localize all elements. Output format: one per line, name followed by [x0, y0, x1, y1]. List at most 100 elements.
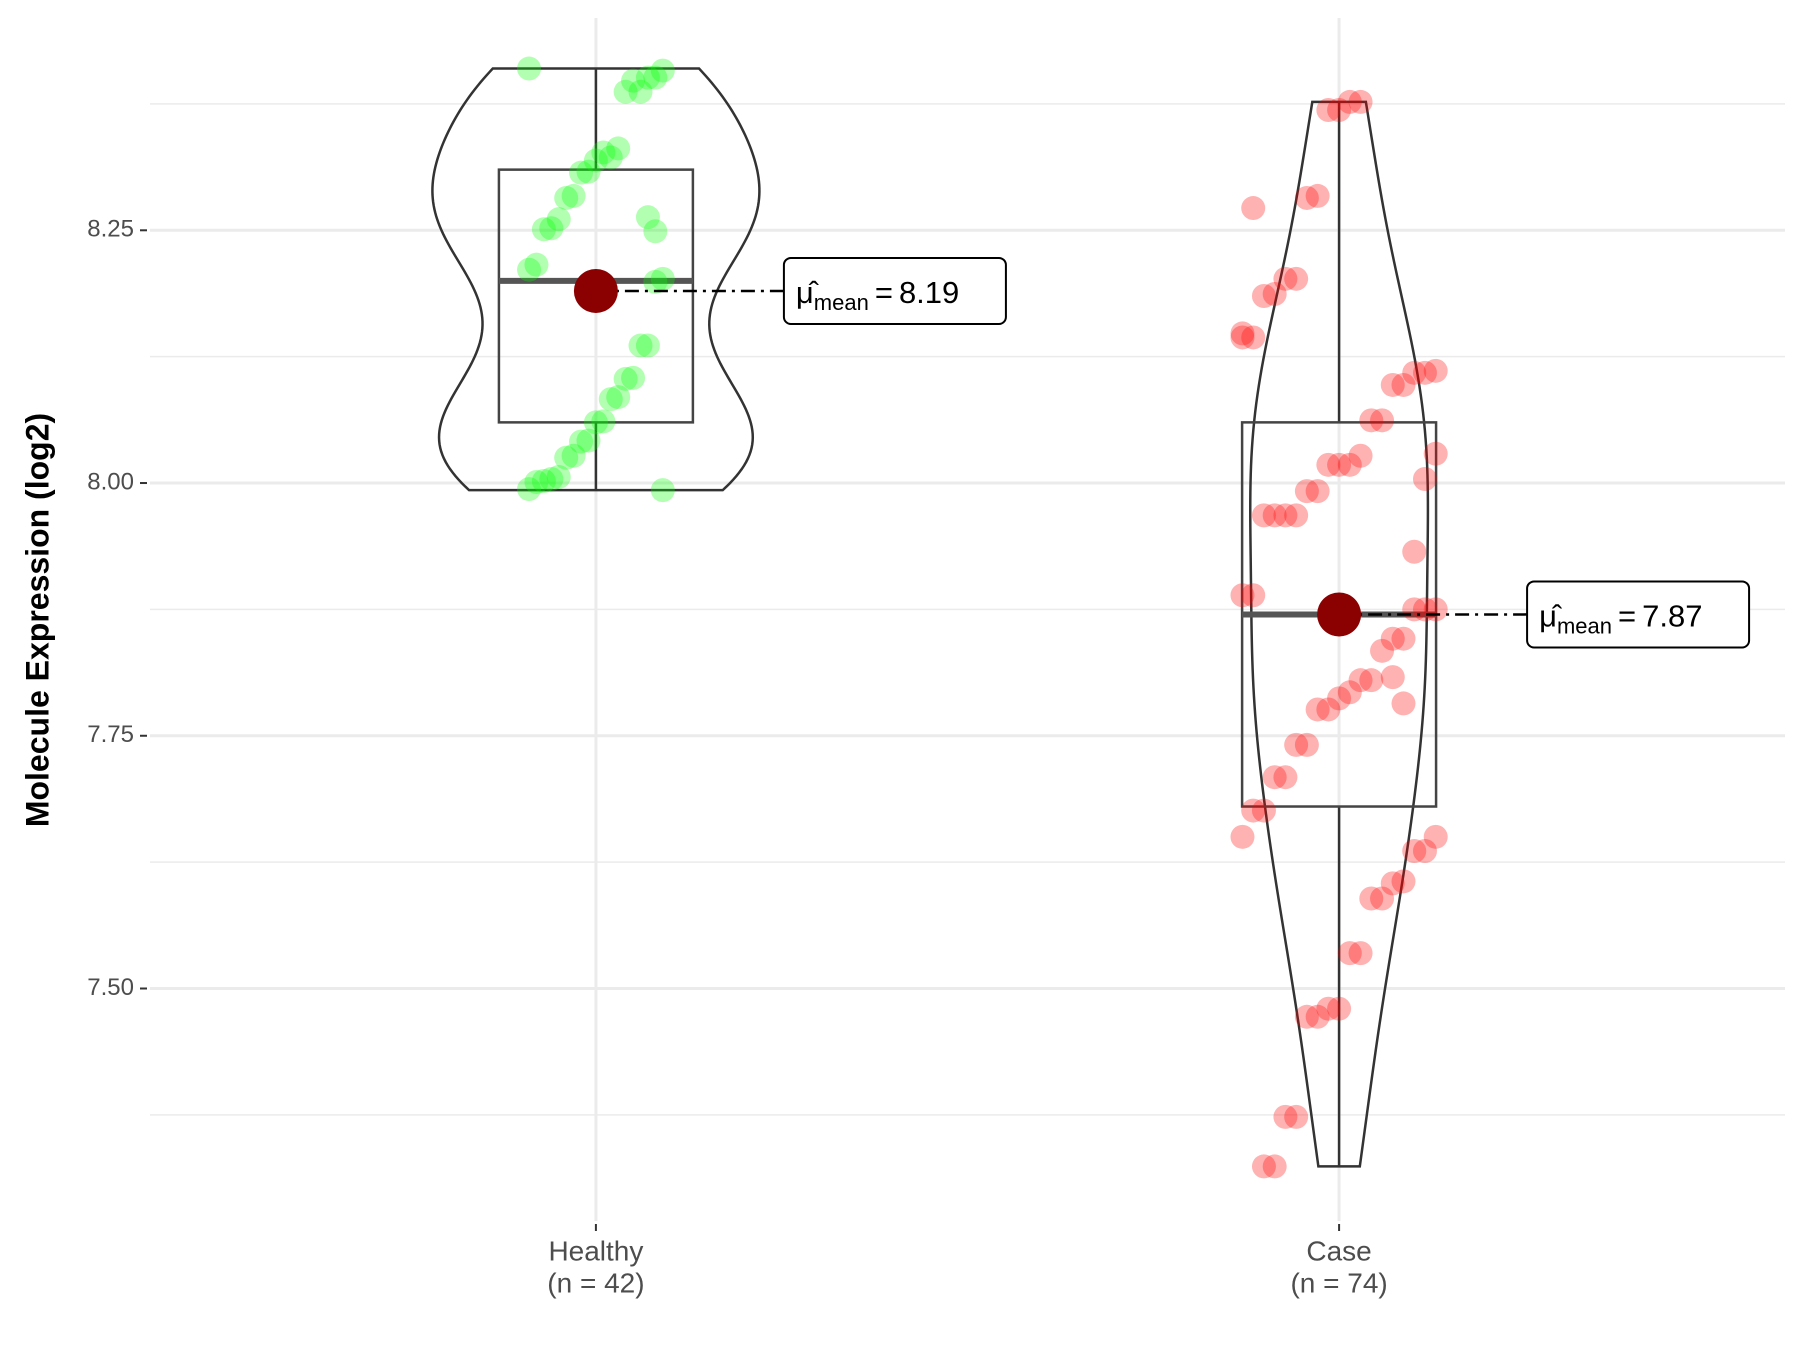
data-point — [583, 410, 608, 435]
data-point — [1262, 1154, 1287, 1179]
data-point — [1391, 869, 1416, 894]
data-point — [1305, 479, 1330, 504]
data-point — [1316, 97, 1341, 122]
data-point — [650, 58, 675, 83]
data-point — [1230, 321, 1255, 346]
data-point — [1251, 798, 1276, 823]
data-point — [1316, 452, 1341, 477]
mean-subscript: mean — [1557, 613, 1612, 638]
data-point — [1284, 266, 1309, 291]
data-point — [1305, 697, 1330, 722]
data-point — [591, 409, 616, 434]
data-point — [621, 68, 646, 93]
data-point — [546, 464, 571, 489]
data-point — [1284, 503, 1309, 528]
data-point — [1327, 97, 1352, 122]
data-point — [1348, 941, 1373, 966]
data-point — [1380, 665, 1405, 690]
data-point — [1230, 824, 1255, 849]
data-point — [1273, 503, 1298, 528]
mean-value: 7.87 — [1642, 599, 1702, 634]
data-point — [524, 252, 549, 277]
data-point — [1380, 372, 1405, 397]
data-point — [591, 140, 616, 165]
data-point — [1337, 452, 1362, 477]
data-point — [1262, 281, 1287, 306]
mean-operator: = — [1618, 599, 1636, 634]
data-point — [1262, 503, 1287, 528]
data-point — [1241, 196, 1266, 221]
data-point — [1273, 266, 1298, 291]
x-tick-label: Healthy — [548, 1235, 643, 1266]
data-point — [621, 365, 646, 390]
mean-label: μ̂mean = 7.87 — [1539, 599, 1702, 639]
data-point — [1348, 443, 1373, 468]
y-tick-label: 8.00 — [87, 468, 134, 495]
data-point — [1327, 996, 1352, 1021]
x-count-label: (n = 74) — [1290, 1267, 1387, 1298]
data-point — [1230, 325, 1255, 350]
data-point — [598, 387, 623, 412]
y-axis-title: Molecule Expression (log2) — [19, 413, 55, 827]
data-point — [1337, 680, 1362, 705]
x-tick-label: Case — [1306, 1235, 1371, 1266]
data-point — [1327, 452, 1352, 477]
data-point — [561, 183, 586, 208]
data-point — [1348, 89, 1373, 114]
data-point — [1402, 597, 1427, 622]
data-point — [1380, 626, 1405, 651]
data-point — [561, 443, 586, 468]
data-point — [643, 65, 668, 90]
data-point — [583, 148, 608, 173]
data-point — [1370, 638, 1395, 663]
data-point — [554, 445, 579, 470]
data-point — [1402, 539, 1427, 564]
data-point — [635, 205, 660, 230]
data-point — [1402, 360, 1427, 385]
data-point — [1423, 824, 1448, 849]
data-point — [576, 159, 601, 184]
data-point — [1273, 1104, 1298, 1129]
data-point — [1391, 691, 1416, 716]
data-point — [628, 79, 653, 104]
data-point — [1337, 941, 1362, 966]
data-point — [1230, 583, 1255, 608]
data-point — [1423, 358, 1448, 383]
data-point — [1402, 839, 1427, 864]
data-point — [1359, 668, 1384, 693]
data-point — [531, 469, 556, 494]
data-point — [546, 207, 571, 232]
data-point — [1316, 697, 1341, 722]
y-tick-label: 8.25 — [87, 216, 134, 243]
data-point — [1294, 1004, 1319, 1029]
data-point — [598, 145, 623, 170]
data-point — [635, 65, 660, 90]
mean-subscript: mean — [814, 290, 869, 315]
data-point — [1294, 732, 1319, 757]
data-point — [539, 466, 564, 491]
data-point — [1370, 886, 1395, 911]
box — [497, 168, 695, 424]
data-point — [606, 136, 631, 161]
data-point — [606, 385, 631, 410]
data-point — [1412, 839, 1437, 864]
data-point — [1251, 503, 1276, 528]
data-point — [1391, 372, 1416, 397]
data-point — [1305, 183, 1330, 208]
mean-value: 8.19 — [899, 275, 959, 310]
data-point — [613, 79, 638, 104]
data-point — [1241, 798, 1266, 823]
data-point — [1370, 408, 1395, 433]
data-point — [1359, 408, 1384, 433]
data-point — [1241, 325, 1266, 350]
data-point — [1316, 996, 1341, 1021]
data-point — [1380, 871, 1405, 896]
data-point — [635, 333, 660, 358]
data-point — [1305, 1004, 1330, 1029]
y-tick-label: 7.50 — [87, 974, 134, 1001]
data-point — [1273, 765, 1298, 790]
data-point — [613, 366, 638, 391]
data-point — [1348, 668, 1373, 693]
